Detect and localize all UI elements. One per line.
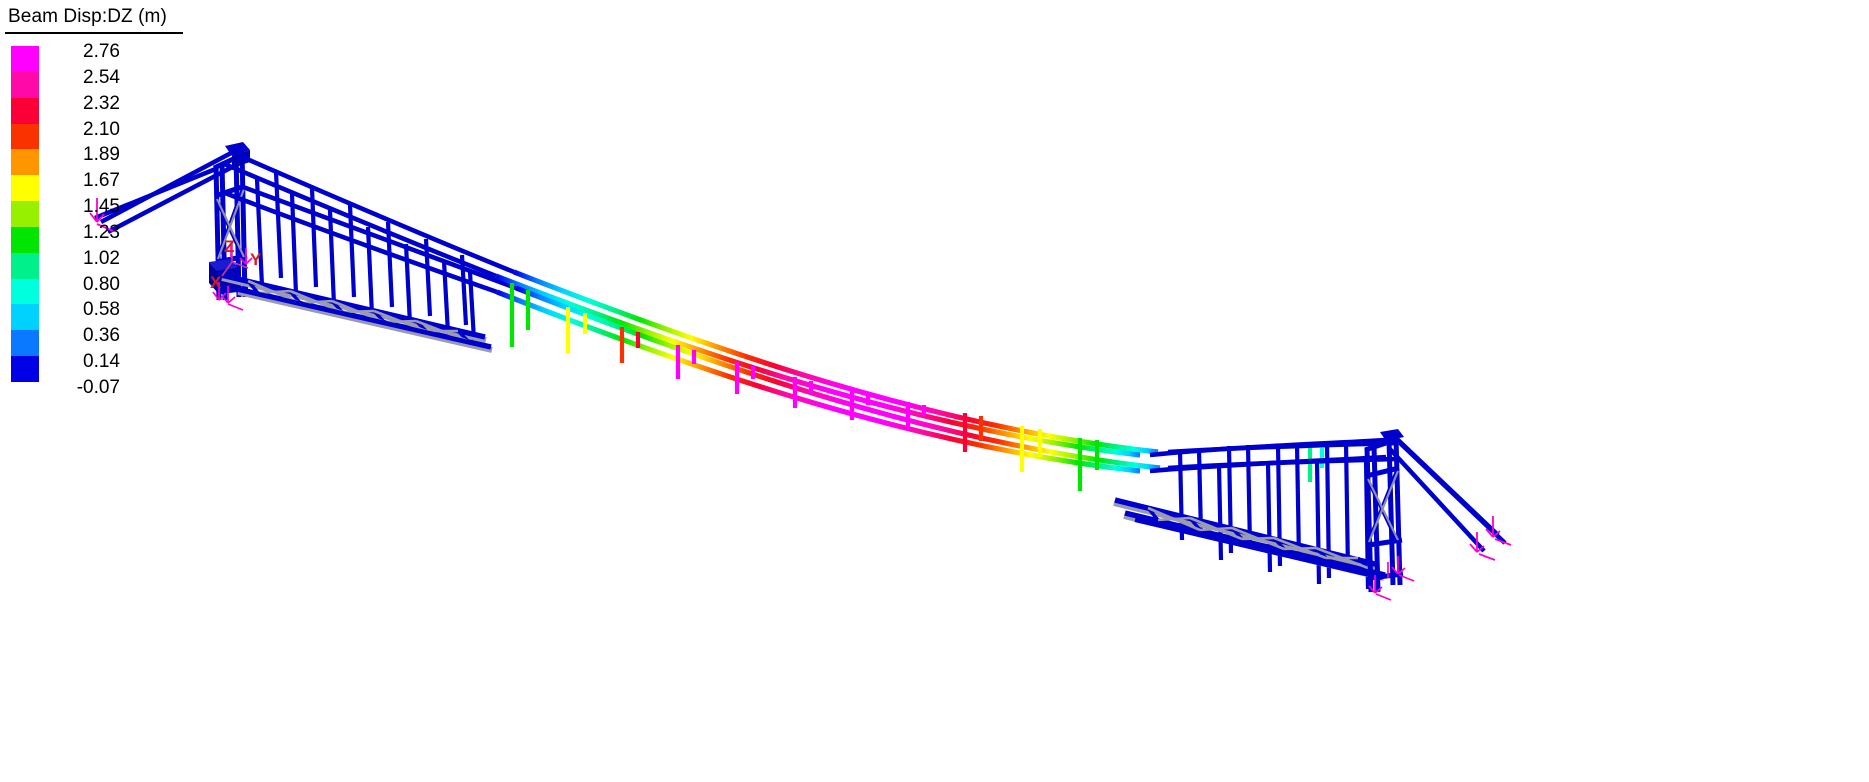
left-approach-hangers xyxy=(254,171,477,341)
legend-swatch-9[interactable] xyxy=(11,278,39,305)
legend-color-bar[interactable] xyxy=(11,46,39,382)
legend-label-10: 0.58 xyxy=(83,299,120,321)
legend-label-9: 0.80 xyxy=(83,273,120,295)
axis-label-y: Y xyxy=(250,250,262,269)
right-tower xyxy=(1364,429,1404,593)
right-tower-support-symbols xyxy=(1368,556,1415,601)
left-approach-deck xyxy=(220,272,493,353)
legend-swatch-4[interactable] xyxy=(11,149,39,176)
legend-label-2: 2.32 xyxy=(83,92,120,114)
legend-swatch-11[interactable] xyxy=(11,330,39,357)
legend-label-5: 1.67 xyxy=(83,170,120,192)
legend-swatch-6[interactable] xyxy=(11,201,39,227)
axis-label-z: Z xyxy=(224,237,234,256)
legend-label-8: 1.02 xyxy=(83,247,120,269)
right-anchor-support-symbols xyxy=(1469,516,1512,561)
legend-label-12: 0.14 xyxy=(83,351,120,373)
legend-swatch-1[interactable] xyxy=(11,71,39,98)
legend-title-underline xyxy=(5,32,183,34)
legend-label-4: 1.89 xyxy=(83,144,120,166)
contour-legend[interactable]: Beam Disp:DZ (m) 2.76 2.54 2.32 2.10 1.89 1.6… xyxy=(0,0,220,420)
legend-swatch-0[interactable] xyxy=(11,46,39,72)
legend-label-11: 0.36 xyxy=(83,325,120,347)
legend-swatch-5[interactable] xyxy=(11,175,39,202)
legend-label-7: 1.23 xyxy=(83,221,120,243)
left-tower-support-symbols xyxy=(212,244,253,311)
axis-label-x: X xyxy=(210,273,222,292)
legend-swatch-3[interactable] xyxy=(11,123,39,150)
legend-label-6: 1.45 xyxy=(83,196,120,218)
legend-swatch-7[interactable] xyxy=(11,226,39,253)
legend-label-3: 2.10 xyxy=(83,118,120,140)
left-tower-saddle xyxy=(225,142,250,168)
axis-triad: Z Y X xyxy=(210,237,262,292)
legend-swatch-12[interactable] xyxy=(11,356,39,382)
right-backstay-cables xyxy=(1387,436,1507,553)
legend-swatch-10[interactable] xyxy=(11,304,39,331)
right-approach-cables xyxy=(1149,437,1397,474)
left-anchor-support-symbol xyxy=(89,198,114,232)
legend-label-0: 2.76 xyxy=(83,41,120,62)
legend-label-13: -0.07 xyxy=(76,377,120,398)
legend-title: Beam Disp:DZ (m) xyxy=(8,6,167,27)
legend-swatch-8[interactable] xyxy=(11,252,39,279)
legend-value-labels: 2.76 2.54 2.32 2.10 1.89 1.67 1.45 1.23 1.02 0.80… xyxy=(48,34,168,398)
legend-swatch-2[interactable] xyxy=(11,97,39,124)
right-approach-deck xyxy=(1113,497,1386,581)
main-span-hangers xyxy=(509,283,1325,491)
main-span-cables-contoured xyxy=(495,269,1161,474)
legend-label-1: 2.54 xyxy=(83,66,120,88)
